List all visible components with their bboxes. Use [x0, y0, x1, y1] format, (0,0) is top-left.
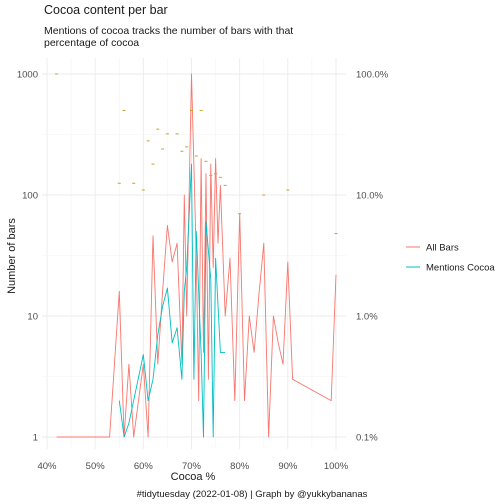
y-tick-label: 1000 [17, 70, 38, 81]
legend: All Bars Mentions Cocoa [406, 243, 495, 274]
y2-tick-label: 1.0% [356, 312, 378, 323]
y2-tick-label: 100.0% [356, 70, 389, 81]
x-tick-label: 90% [278, 461, 298, 472]
x-tick-label: 50% [86, 461, 106, 472]
series-line-mentions-cocoa [118, 163, 226, 438]
annotation-layer [55, 73, 338, 235]
series-line-all-bars [56, 73, 337, 438]
y2-tick-label: 0.1% [356, 433, 378, 444]
y-axis-title: Number of bars [6, 218, 18, 294]
y2-tick-label: 10.0% [356, 191, 383, 202]
y-tick-label: 10 [27, 312, 38, 323]
x-tick-label: 70% [182, 461, 202, 472]
y-tick-label: 100 [22, 191, 38, 202]
x-tick-label: 80% [230, 461, 250, 472]
y-tick-label: 1 [33, 433, 38, 444]
axis-layer: 40% 50% 60% 70% 80% 90% 100% 1 10 100 1000 0.1% 1.0%… [17, 70, 389, 473]
x-tick-label: 60% [134, 461, 154, 472]
chart-caption: #tidytuesday (2022-01-08) | Graph by @yu… [136, 489, 368, 500]
x-axis-title: Cocoa % [171, 471, 216, 483]
chart-subtitle: Mentions of cocoa tracks the number of b… [44, 25, 294, 49]
legend-label: All Bars [426, 243, 459, 254]
chart-title: Cocoa content per bar [44, 3, 168, 17]
grid [42, 58, 346, 449]
x-tick-label: 100% [324, 461, 349, 472]
series-layer [56, 73, 337, 438]
legend-label: Mentions Cocoa [426, 263, 495, 274]
x-tick-label: 40% [37, 461, 57, 472]
